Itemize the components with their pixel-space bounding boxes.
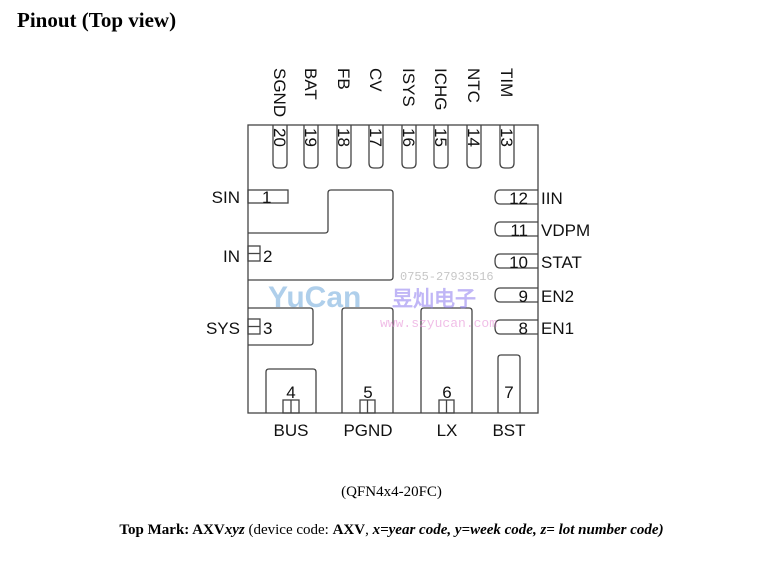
pin-name-en2: EN2 [541, 287, 574, 306]
pinout-diagram: 20SGND19BAT18FB17CV16ISYS15ICHG14NTC13TI… [206, 68, 590, 440]
pin-name-stat: STAT [541, 253, 582, 272]
pin-number: 16 [399, 128, 418, 147]
pin-name-bst: BST [492, 421, 525, 440]
pin-12-lead [494, 189, 538, 205]
pin-number: 2 [263, 247, 272, 266]
device-code: AXV [332, 522, 366, 538]
pin-10-lead [494, 253, 538, 269]
pin-name-fb: FB [334, 68, 353, 90]
pin-name-bat: BAT [301, 68, 320, 100]
pin-name-isys: ISYS [399, 68, 418, 107]
pin-9-lead [494, 287, 538, 303]
watermark: YuCan 昱灿电子 0755-27933516 www.szyucan.com [268, 270, 497, 331]
top-mark-vars: xyz [224, 522, 245, 538]
pin-name-vdpm: VDPM [541, 221, 590, 240]
pin-18-lead [336, 125, 352, 169]
pin-number: 10 [509, 253, 528, 272]
pad-sys [248, 307, 314, 346]
code-legend: x=year code, y=week code, z= lot number … [372, 522, 664, 538]
pin-name-bus: BUS [274, 421, 309, 440]
pin-name-tim: TIM [497, 68, 516, 97]
pin-name-sys: SYS [206, 319, 240, 338]
pin-14-lead [466, 125, 482, 169]
pin-number: 17 [366, 128, 385, 147]
pin-name-pgnd: PGND [343, 421, 392, 440]
pin-number: 5 [363, 383, 372, 402]
pin-15-lead [433, 125, 449, 169]
pin-name-in: IN [223, 247, 240, 266]
pin-name-iin: IIN [541, 189, 563, 208]
pin-number: 15 [431, 128, 450, 147]
pin-name-sgnd: SGND [270, 68, 289, 117]
pin-11-lead [494, 221, 538, 237]
pin-name-sin: SIN [212, 188, 240, 207]
package-caption: (QFN4x4-20FC) [341, 484, 442, 500]
device-code-prefix: (device code: [244, 522, 333, 538]
pad-bus [265, 368, 317, 413]
separator: , [365, 522, 373, 538]
top-mark-label: Top Mark: AXV [119, 522, 225, 538]
pin-8-lead [494, 319, 538, 335]
pad-lx [420, 307, 473, 413]
pin-number: 9 [519, 287, 528, 306]
pin-number: 20 [270, 128, 289, 147]
pad-bst [497, 354, 521, 413]
pin-17-lead [368, 125, 384, 169]
pad-pgnd [341, 307, 394, 413]
pin-name-cv: CV [366, 68, 385, 92]
pin-1-lead [247, 189, 289, 204]
pin-name-en1: EN1 [541, 319, 574, 338]
pin-number: 11 [510, 221, 528, 240]
pin-number: 14 [464, 128, 483, 147]
pad-sin-in [248, 189, 394, 281]
pin-number: 19 [301, 128, 320, 147]
watermark-brand: YuCan [268, 281, 361, 314]
pin-20-lead [272, 125, 288, 169]
watermark-url: www.szyucan.com [380, 316, 497, 331]
pin-number: 4 [286, 383, 295, 402]
pin-name-ichg: ICHG [431, 68, 450, 111]
watermark-phone: 0755-27933516 [400, 270, 494, 284]
page-title: Pinout (Top view) [17, 8, 177, 32]
pin-name-lx: LX [437, 421, 458, 440]
pin-number: 8 [519, 319, 528, 338]
watermark-chinese: 昱灿电子 [392, 288, 476, 311]
pin-number: 3 [263, 319, 272, 338]
pin-name-ntc: NTC [464, 68, 483, 103]
pin-number: 1 [262, 188, 271, 207]
top-mark-note: Top Mark: AXVxyz (device code: AXV, x=ye… [0, 522, 783, 539]
pin-13-lead [499, 125, 515, 169]
pin-number: 6 [442, 383, 451, 402]
pin-number: 12 [509, 189, 528, 208]
pin-number: 18 [334, 128, 353, 147]
pin-number: 7 [504, 383, 513, 402]
pin-16-lead [401, 125, 417, 169]
pin-number: 13 [497, 128, 516, 147]
pin-19-lead [303, 125, 319, 169]
